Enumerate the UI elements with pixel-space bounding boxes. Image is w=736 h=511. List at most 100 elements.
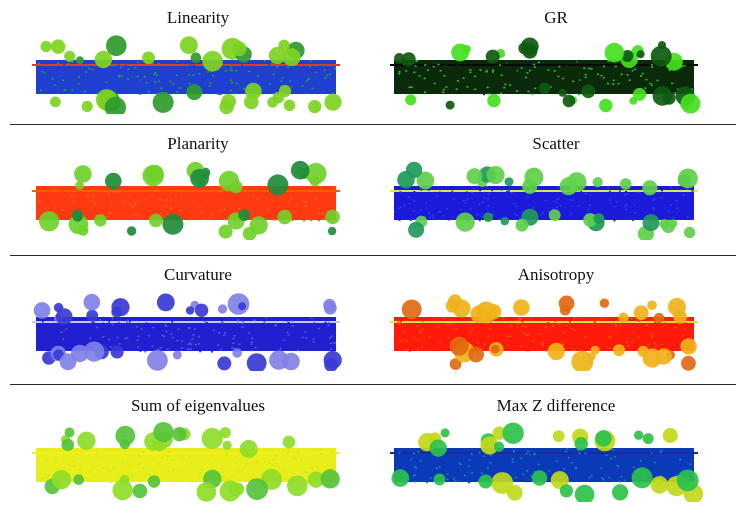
tree-crown: [75, 56, 84, 65]
point: [42, 477, 45, 480]
point: [149, 459, 152, 462]
point: [160, 457, 163, 459]
point: [691, 218, 694, 220]
point: [654, 346, 657, 348]
point: [312, 341, 315, 343]
point: [612, 328, 614, 330]
point: [109, 205, 112, 208]
point: [271, 217, 274, 220]
point: [446, 216, 449, 219]
tree-crown: [115, 425, 136, 446]
point: [286, 347, 289, 350]
point: [86, 64, 89, 66]
tree-crown: [480, 436, 499, 455]
tree-crown: [61, 438, 75, 452]
point: [333, 449, 336, 452]
point: [136, 213, 139, 216]
point-cloud-linearity: [28, 34, 368, 114]
point: [506, 455, 509, 457]
tree-crown: [201, 427, 223, 450]
point: [171, 336, 174, 339]
point: [226, 201, 229, 203]
point: [485, 71, 488, 73]
tree-crown: [239, 439, 258, 458]
point: [548, 450, 551, 452]
point: [432, 349, 435, 351]
point: [486, 347, 489, 349]
point: [203, 213, 206, 216]
point: [191, 201, 194, 203]
tree-crown: [84, 341, 105, 362]
tree-crown: [445, 100, 455, 110]
point: [54, 188, 57, 191]
point: [500, 189, 503, 191]
point: [636, 209, 639, 211]
tree-crown: [105, 172, 122, 190]
point: [503, 330, 506, 332]
point: [618, 481, 621, 483]
point: [238, 343, 241, 345]
point: [547, 322, 550, 324]
point: [231, 69, 234, 72]
point: [164, 324, 167, 326]
point: [107, 188, 109, 191]
tree-crown: [325, 209, 340, 225]
point: [413, 474, 416, 476]
point: [319, 468, 322, 471]
point: [104, 334, 107, 336]
point: [84, 90, 87, 92]
point: [603, 65, 605, 68]
point: [489, 194, 492, 196]
point: [89, 212, 92, 215]
point: [148, 473, 151, 475]
point: [293, 338, 296, 341]
point: [640, 451, 643, 453]
point: [649, 82, 652, 85]
point: [557, 73, 560, 75]
point: [162, 61, 165, 64]
point: [287, 321, 290, 324]
point: [280, 204, 283, 206]
point: [241, 342, 244, 344]
point: [637, 337, 640, 339]
tree-crown: [94, 50, 113, 69]
tree-crown: [429, 439, 447, 457]
point: [520, 457, 523, 459]
point: [170, 333, 173, 335]
point: [118, 76, 121, 78]
point: [402, 208, 405, 210]
point: [63, 204, 66, 207]
point: [319, 339, 322, 341]
road-edge: [390, 321, 698, 323]
point: [474, 75, 477, 78]
point: [96, 326, 99, 329]
tree-crown: [397, 170, 415, 189]
point: [303, 334, 306, 336]
point: [248, 188, 251, 190]
point: [610, 457, 612, 460]
point: [542, 214, 545, 217]
point: [532, 340, 535, 343]
tree-crown: [218, 170, 240, 192]
point: [684, 465, 687, 468]
point: [230, 349, 233, 351]
point: [645, 324, 648, 326]
point: [289, 471, 292, 473]
point: [660, 475, 663, 477]
point: [89, 216, 92, 218]
point: [413, 478, 416, 481]
point: [589, 60, 592, 63]
point: [105, 81, 108, 83]
point: [609, 199, 612, 201]
point: [70, 450, 72, 452]
point: [75, 72, 78, 75]
point: [200, 317, 203, 319]
point: [624, 205, 627, 208]
point: [424, 216, 426, 218]
tree-crown: [634, 430, 644, 440]
point: [258, 201, 261, 203]
point: [159, 199, 162, 202]
point: [236, 207, 239, 209]
tree-crown: [636, 50, 645, 59]
point: [178, 469, 180, 472]
